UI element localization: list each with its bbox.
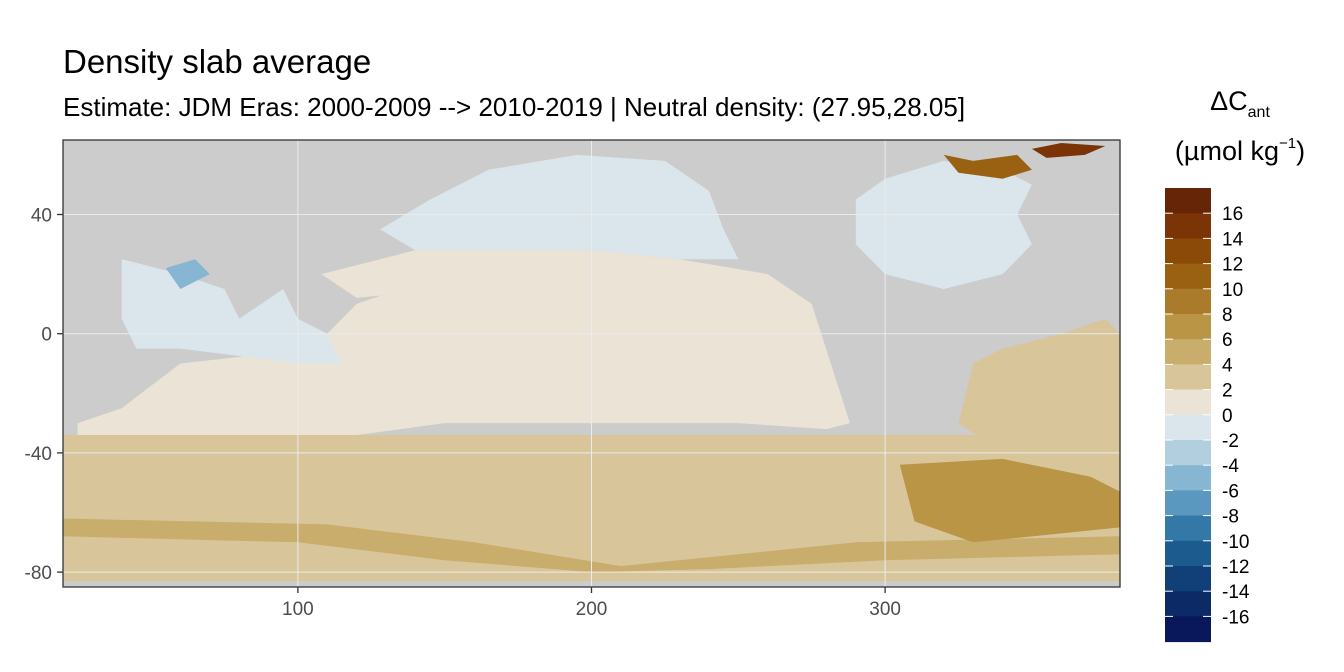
legend-bin (1165, 591, 1211, 617)
legend-bin (1165, 263, 1211, 290)
legend-label: 2 (1222, 381, 1233, 402)
ocean-tropical-pacific (321, 250, 768, 298)
ocean-indian-north (121, 259, 342, 364)
legend-label: 16 (1222, 204, 1243, 225)
x-tick-label: 100 (282, 599, 314, 620)
y-tick-label: -80 (25, 563, 52, 584)
legend-bin (1165, 465, 1211, 491)
x-tick-label: 300 (869, 599, 901, 620)
legend-bin (1165, 339, 1211, 365)
legend-label: 10 (1222, 280, 1243, 301)
legend-bin (1165, 314, 1211, 340)
legend-label: -14 (1222, 582, 1250, 603)
legend-label: -16 (1222, 607, 1249, 628)
ocean-arabian-sea (165, 259, 210, 289)
y-tick-label: -40 (25, 444, 52, 465)
legend-label: 4 (1222, 355, 1233, 376)
x-tick-label: 200 (576, 599, 608, 620)
chart-subtitle: Estimate: JDM Eras: 2000-2009 --> 2010-2… (63, 92, 966, 122)
ocean-south-pacific (77, 274, 850, 435)
legend-title-unit: (µmol kg−1) (1150, 135, 1330, 167)
legend-bin (1165, 616, 1211, 643)
legend-bin (1165, 540, 1211, 567)
ocean-subpolar-atlantic (943, 154, 1032, 179)
y-tick-label: 40 (31, 206, 52, 227)
legend-bin (1165, 188, 1211, 214)
legend-unit-close: ) (1296, 136, 1306, 166)
legend-label: 0 (1222, 406, 1233, 427)
legend-unit-superscript: −1 (1278, 135, 1297, 152)
legend-title-subscript: ant (1247, 104, 1270, 121)
legend-bin (1165, 566, 1211, 592)
legend-title-delta: ΔC (1210, 86, 1248, 116)
legend-label: -6 (1222, 481, 1239, 502)
legend-bin (1165, 288, 1211, 315)
ocean-argentine-basin (899, 458, 1120, 543)
legend-label: -4 (1222, 456, 1239, 477)
legend-bin (1165, 440, 1211, 466)
legend-label: -12 (1222, 557, 1249, 578)
legend-bin (1165, 490, 1211, 517)
ocean-south-atlantic (958, 318, 1120, 459)
legend-bin (1165, 238, 1211, 265)
legend-label: -2 (1222, 431, 1239, 452)
legend-bin (1165, 389, 1211, 416)
ocean-north-pacific (380, 154, 739, 260)
chart-title: Density slab average (63, 43, 372, 80)
y-tick-label: 0 (41, 325, 52, 346)
legend-label: -8 (1222, 507, 1239, 528)
legend-bin (1165, 213, 1211, 239)
legend-bin (1165, 364, 1211, 391)
legend-label: -10 (1222, 532, 1249, 553)
legend-unit-text: (µmol kg (1174, 136, 1279, 166)
legend-label: 12 (1222, 255, 1243, 276)
legend-title-variable: ΔCant (1150, 86, 1330, 122)
ocean-north-atlantic (855, 160, 1032, 289)
legend-label: 8 (1222, 305, 1233, 326)
legend-bin (1165, 414, 1211, 441)
ocean-greenland-sea (1031, 143, 1106, 158)
legend-bin (1165, 515, 1211, 542)
legend-label: 6 (1222, 330, 1233, 351)
legend-label: 14 (1222, 229, 1244, 250)
ocean-antarctic-margin (63, 518, 1120, 573)
